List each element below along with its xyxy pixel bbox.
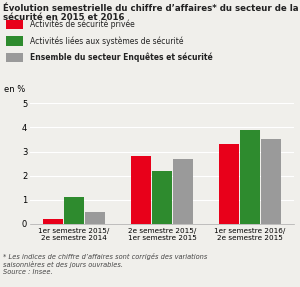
Bar	[64, 197, 84, 224]
Text: Ensemble du secteur Enquêtes et sécurité: Ensemble du secteur Enquêtes et sécurité	[30, 53, 213, 63]
Text: en %: en %	[4, 85, 25, 94]
Bar	[219, 144, 239, 224]
Text: Activités de sécurité privée: Activités de sécurité privée	[30, 20, 135, 29]
Text: Activités liées aux systèmes de sécurité: Activités liées aux systèmes de sécurité	[30, 36, 184, 46]
Text: Évolution semestrielle du chiffre d’affaires* du secteur de la: Évolution semestrielle du chiffre d’affa…	[3, 4, 298, 13]
Text: Source : Insee.: Source : Insee.	[3, 269, 52, 275]
Bar	[172, 159, 193, 224]
Bar	[152, 171, 172, 224]
Text: saisonnières et des jours ouvrables.: saisonnières et des jours ouvrables.	[3, 261, 123, 268]
Text: * Les indices de chiffre d’affaires sont corrigés des variations: * Les indices de chiffre d’affaires sont…	[3, 253, 207, 260]
Text: sécurité en 2015 et 2016: sécurité en 2015 et 2016	[3, 13, 124, 22]
Bar	[261, 139, 281, 224]
Bar	[131, 156, 152, 224]
Bar	[43, 219, 63, 224]
Bar	[240, 130, 260, 224]
Bar	[85, 212, 105, 224]
